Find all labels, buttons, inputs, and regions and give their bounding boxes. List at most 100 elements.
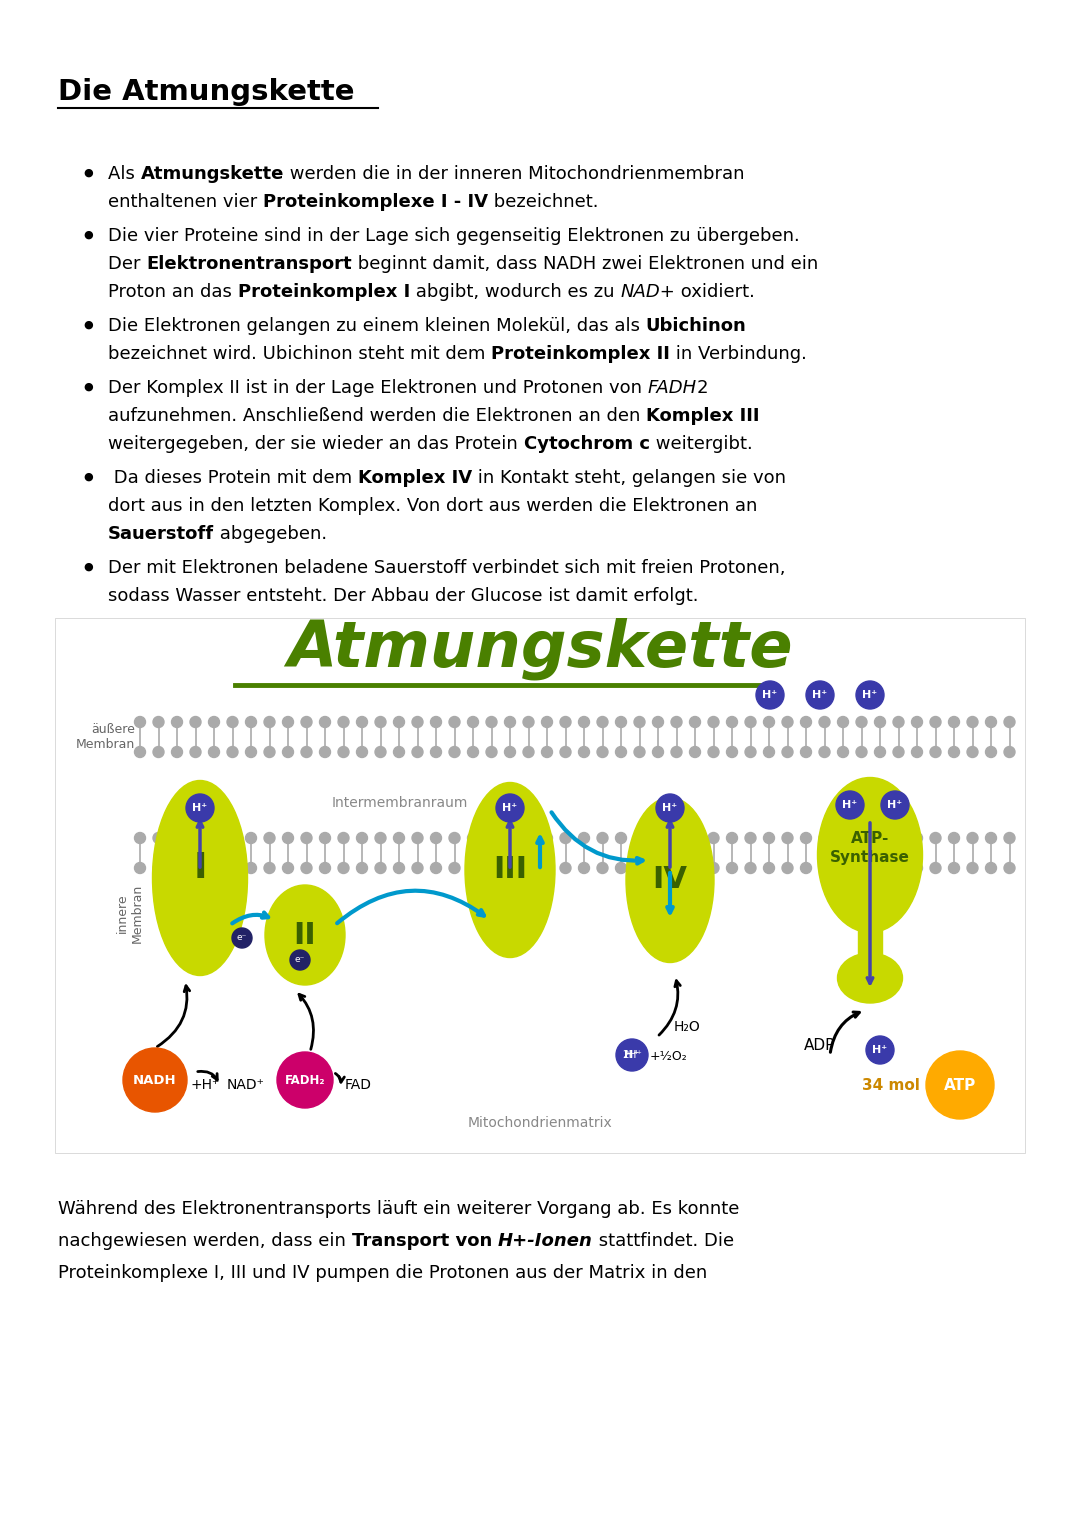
Text: e⁻: e⁻	[237, 933, 247, 942]
Circle shape	[523, 716, 534, 727]
Ellipse shape	[818, 777, 922, 933]
Circle shape	[264, 716, 275, 727]
Circle shape	[190, 747, 201, 757]
Circle shape	[523, 747, 534, 757]
Circle shape	[338, 716, 349, 727]
Text: aufzunehmen. Anschließend werden die Elektronen an den: aufzunehmen. Anschließend werden die Ele…	[108, 408, 646, 425]
Circle shape	[486, 832, 497, 843]
Circle shape	[875, 863, 886, 873]
Bar	[858, 928, 882, 968]
Text: H⁺: H⁺	[842, 800, 858, 809]
Circle shape	[875, 832, 886, 843]
Circle shape	[597, 863, 608, 873]
Circle shape	[652, 747, 663, 757]
Circle shape	[227, 716, 238, 727]
Circle shape	[320, 863, 330, 873]
Circle shape	[806, 681, 834, 709]
Text: H⁺: H⁺	[502, 803, 517, 812]
Circle shape	[634, 747, 645, 757]
Circle shape	[431, 863, 442, 873]
Circle shape	[123, 1048, 187, 1112]
Circle shape	[634, 716, 645, 727]
Circle shape	[135, 747, 146, 757]
Text: äußere
Membran: äußere Membran	[76, 722, 135, 751]
Circle shape	[986, 747, 997, 757]
Text: Sauerstoff: Sauerstoff	[108, 525, 214, 544]
Circle shape	[449, 747, 460, 757]
Circle shape	[411, 832, 423, 843]
Circle shape	[431, 832, 442, 843]
Text: innere
Membran: innere Membran	[116, 884, 144, 942]
Text: Cytochrom c: Cytochrom c	[524, 435, 649, 454]
Text: NAD⁺: NAD⁺	[227, 1078, 265, 1092]
Circle shape	[411, 747, 423, 757]
Circle shape	[616, 716, 626, 727]
Circle shape	[727, 716, 738, 727]
Circle shape	[468, 832, 478, 843]
Text: H+-Ionen: H+-Ionen	[498, 1232, 593, 1251]
Circle shape	[338, 863, 349, 873]
Circle shape	[764, 716, 774, 727]
Circle shape	[634, 863, 645, 873]
Text: Proteinkomplexe I, III und IV pumpen die Protonen aus der Matrix in den: Proteinkomplexe I, III und IV pumpen die…	[58, 1264, 707, 1283]
Circle shape	[1004, 747, 1015, 757]
Circle shape	[504, 747, 515, 757]
Text: H⁺: H⁺	[192, 803, 207, 812]
Circle shape	[411, 863, 423, 873]
Circle shape	[227, 863, 238, 873]
Circle shape	[745, 832, 756, 843]
Text: weitergegeben, der sie wieder an das Protein: weitergegeben, der sie wieder an das Pro…	[108, 435, 524, 454]
Text: Proton an das: Proton an das	[108, 282, 238, 301]
Circle shape	[708, 747, 719, 757]
Circle shape	[967, 747, 978, 757]
Circle shape	[245, 832, 257, 843]
Text: Elektronentransport: Elektronentransport	[146, 255, 352, 273]
Text: ADP: ADP	[805, 1037, 836, 1052]
Text: Als: Als	[108, 165, 140, 183]
Circle shape	[986, 863, 997, 873]
Circle shape	[948, 716, 959, 727]
Text: FADH: FADH	[648, 379, 697, 397]
Circle shape	[245, 747, 257, 757]
Circle shape	[926, 1051, 994, 1119]
Text: 34 mol: 34 mol	[862, 1078, 920, 1092]
Circle shape	[283, 832, 294, 843]
Circle shape	[764, 863, 774, 873]
Text: II: II	[294, 921, 316, 950]
Text: oxidiert.: oxidiert.	[675, 282, 755, 301]
Text: nachgewiesen werden, dass ein: nachgewiesen werden, dass ein	[58, 1232, 352, 1251]
Text: Der: Der	[108, 255, 146, 273]
Circle shape	[468, 863, 478, 873]
Circle shape	[708, 716, 719, 727]
Circle shape	[356, 747, 367, 757]
Text: ●: ●	[83, 321, 93, 330]
Text: ●: ●	[83, 382, 93, 392]
Circle shape	[541, 747, 553, 757]
Circle shape	[541, 832, 553, 843]
Circle shape	[190, 832, 201, 843]
Circle shape	[393, 716, 405, 727]
Circle shape	[561, 863, 571, 873]
Circle shape	[671, 747, 681, 757]
Text: in Kontakt steht, gelangen sie von: in Kontakt steht, gelangen sie von	[472, 469, 786, 487]
Circle shape	[764, 832, 774, 843]
Circle shape	[375, 747, 386, 757]
Text: H⁺: H⁺	[812, 690, 827, 699]
Circle shape	[866, 1035, 894, 1064]
Circle shape	[986, 832, 997, 843]
Text: abgibt, wodurch es zu: abgibt, wodurch es zu	[410, 282, 620, 301]
Circle shape	[893, 832, 904, 843]
Circle shape	[671, 716, 681, 727]
Circle shape	[893, 747, 904, 757]
Ellipse shape	[265, 886, 345, 985]
Text: H⁺: H⁺	[863, 690, 878, 699]
Circle shape	[912, 716, 922, 727]
Text: H₂O: H₂O	[674, 1020, 700, 1034]
Circle shape	[782, 747, 793, 757]
Circle shape	[837, 716, 849, 727]
Text: H⁺: H⁺	[888, 800, 903, 809]
Circle shape	[1004, 716, 1015, 727]
Text: III: III	[492, 855, 527, 884]
Circle shape	[597, 716, 608, 727]
Circle shape	[579, 716, 590, 727]
